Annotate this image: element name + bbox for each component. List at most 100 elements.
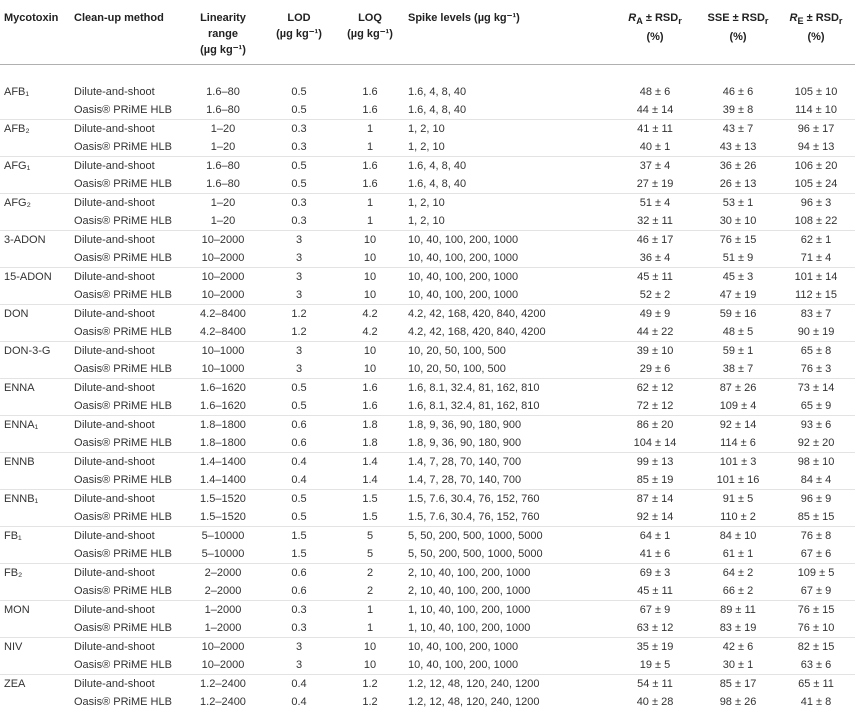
cell-sse-rsd: 51 ± 9 [722,252,754,264]
header-linearity-line1: Linearity [200,12,246,24]
cell-linearity-range: 10–2000 [182,637,264,656]
cell-mycotoxin [0,323,72,342]
cell-re-rsd: 41 ± 8 [800,696,832,708]
cell-ra-rsd: 40 ± 28 [636,696,674,708]
cell-lod: 0.4 [291,474,307,486]
cell-lod: 1.5 [264,526,334,545]
cell-spike-levels: 4.2, 42, 168, 420, 840, 4200 [408,326,546,338]
cell-loq: 1.8 [362,437,378,449]
cell-lod: 3 [295,289,303,301]
cell-loq: 1.5 [362,511,378,523]
cell-loq: 5 [366,548,374,560]
cell-mycotoxin: FB₁ [0,526,72,545]
cell-ra-rsd: 92 ± 14 [636,511,674,523]
cell-spike-levels: 2, 10, 40, 100, 200, 1000 [406,563,611,582]
cell-loq: 1.8 [334,415,406,434]
cell-sse-rsd: 59 ± 16 [699,304,777,323]
cell-sse-rsd: 53 ± 1 [699,193,777,212]
cell-ra-rsd: 19 ± 5 [639,659,671,671]
cell-mycotoxin [0,656,72,675]
table-row: DON-3-G Dilute-and-shoot 10–1000 3 10 10, 20,… [0,341,855,360]
cell-cleanup-method: Oasis® PRiME HLB [74,622,172,634]
table-row: 3-ADON Dilute-and-shoot 10–2000 3 10 10, 40, … [0,230,855,249]
header-spike-label: Spike levels (µg kg⁻¹) [408,12,520,24]
cell-spike-levels: 10, 40, 100, 200, 1000 [408,252,519,264]
cell-ra-rsd: 35 ± 19 [611,637,699,656]
cell-loq: 10 [334,230,406,249]
cell-lod: 1.2 [264,304,334,323]
cell-ra-rsd: 69 ± 3 [611,563,699,582]
cell-lod: 0.6 [291,585,307,597]
cell-re-rsd: 83 ± 7 [777,304,855,323]
cell-re-rsd: 63 ± 6 [800,659,832,671]
cell-spike-levels: 10, 20, 50, 100, 500 [406,341,611,360]
cell-loq: 1.6 [362,86,378,98]
cell-loq: 1.2 [334,674,406,693]
cell-lod: 3 [264,230,334,249]
header-linearity-range: Linearity range (µg kg⁻¹) [182,0,264,65]
cell-cleanup-method: Oasis® PRiME HLB [74,141,172,153]
cell-spike-levels: 2, 10, 40, 100, 200, 1000 [408,585,531,597]
cell-mycotoxin [0,138,72,157]
cell-spike-levels: 1, 10, 40, 100, 200, 1000 [406,600,611,619]
cell-lod: 3 [295,252,303,264]
header-re-rsd: RE ± RSDr (%) [777,0,855,65]
cell-lod: 3 [295,659,303,671]
cell-re-rsd: 76 ± 10 [797,622,835,634]
cell-linearity-range: 1–20 [210,141,236,153]
cell-linearity-range: 4.2–8400 [182,304,264,323]
cell-loq: 1.6 [362,104,378,116]
cell-linearity-range: 1–20 [182,193,264,212]
cell-spike-levels: 1.8, 9, 36, 90, 180, 900 [408,437,522,449]
cell-ra-rsd: 63 ± 12 [636,622,674,634]
header-ra-unit: (%) [646,31,664,44]
cell-cleanup-method: Oasis® PRiME HLB [74,585,172,597]
cell-sse-rsd: 61 ± 1 [722,548,754,560]
cell-linearity-range: 1–20 [182,119,264,138]
cell-mycotoxin [0,101,72,120]
cell-re-rsd: 108 ± 22 [794,215,838,227]
cell-linearity-range: 5–10000 [182,526,264,545]
cell-sse-rsd: 101 ± 3 [699,452,777,471]
cell-lod: 0.5 [291,178,307,190]
header-linearity-unit: (µg kg⁻¹) [200,44,246,56]
cell-re-rsd: 62 ± 1 [777,230,855,249]
cell-cleanup-method: Dilute-and-shoot [72,600,182,619]
cell-mycotoxin [0,175,72,194]
cell-ra-rsd: 67 ± 9 [611,600,699,619]
cell-loq: 2 [366,585,374,597]
header-loq-unit: (µg kg⁻¹) [347,28,393,40]
header-mycotoxin-label: Mycotoxin [4,12,59,24]
header-re-symbol: R [789,12,798,24]
cell-re-rsd: 114 ± 10 [795,104,837,116]
cell-spike-levels: 1, 2, 10 [406,193,611,212]
cell-sse-rsd: 87 ± 26 [699,378,777,397]
cell-spike-levels: 5, 50, 200, 500, 1000, 5000 [408,548,543,560]
table-row: 15-ADON Dilute-and-shoot 10–2000 3 10 10, 40,… [0,267,855,286]
cell-cleanup-method: Dilute-and-shoot [72,341,182,360]
cell-loq: 5 [334,526,406,545]
cell-loq: 1.6 [334,156,406,175]
cell-ra-rsd: 52 ± 2 [639,289,671,301]
cell-sse-rsd: 109 ± 4 [719,400,757,412]
cell-linearity-range: 10–2000 [182,230,264,249]
cell-re-rsd: 101 ± 14 [777,267,855,286]
cell-lod: 0.5 [291,400,307,412]
cell-sse-rsd: 26 ± 13 [719,178,757,190]
cell-linearity-range: 1.6–1620 [182,378,264,397]
cell-lod: 0.5 [264,156,334,175]
cell-cleanup-method: Oasis® PRiME HLB [74,437,172,449]
cell-loq: 1 [366,622,374,634]
cell-ra-rsd: 27 ± 19 [636,178,674,190]
header-mycotoxin: Mycotoxin [0,0,72,65]
cell-linearity-range: 1.6–1620 [200,400,246,412]
cell-spike-levels: 1.5, 7.6, 30.4, 76, 152, 760 [406,489,611,508]
header-ra-subscript: A [636,16,643,27]
header-linearity-line2: range [208,28,238,40]
table-row: Oasis® PRiME HLB 10–1000 3 10 10, 20, 50, 10… [0,360,855,379]
cell-cleanup-method: Oasis® PRiME HLB [74,178,172,190]
cell-lod: 0.3 [291,215,307,227]
cell-loq: 10 [334,267,406,286]
table-row: AFG₁ Dilute-and-shoot 1.6–80 0.5 1.6 1.6, 4, … [0,156,855,175]
table-row: NIV Dilute-and-shoot 10–2000 3 10 10, 40, 100… [0,637,855,656]
